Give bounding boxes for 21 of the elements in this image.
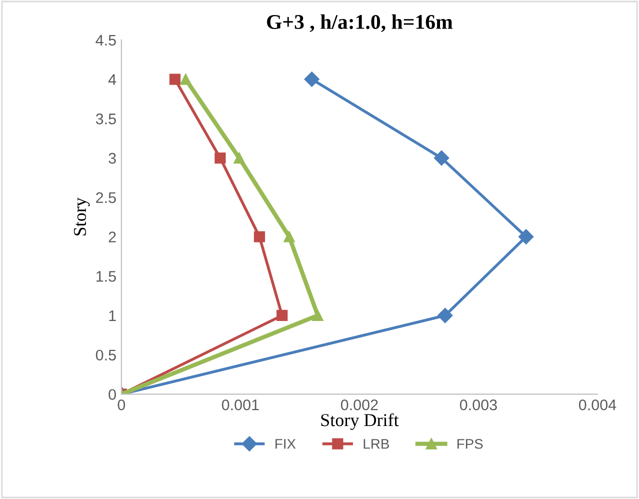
y-tick-label: 3 xyxy=(108,152,116,164)
y-tick-label: 4.5 xyxy=(96,34,116,46)
x-tick-label: 0.002 xyxy=(340,399,378,410)
y-tick-label: 3.5 xyxy=(96,114,116,124)
x-tick-label: 0.004 xyxy=(578,399,616,410)
x-tick-label: 0 xyxy=(118,399,126,410)
x-tick-label: 0.003 xyxy=(460,399,497,410)
legend-label: FIX xyxy=(276,439,296,449)
y-tick-label: 2 xyxy=(108,232,116,242)
y-tick-label: 0 xyxy=(108,389,116,400)
chart-title: G+3 , h/a:1.0, h=16m xyxy=(266,14,453,32)
legend-label: LRB xyxy=(364,439,389,449)
y-tick-label: 4 xyxy=(108,74,116,85)
x-axis-title: Story Drift xyxy=(321,413,399,430)
y-tick-label: 1 xyxy=(109,310,116,322)
x-tick-label: 0.001 xyxy=(222,399,259,410)
y-tick-label: 1.5 xyxy=(96,271,116,282)
y-tick-label: 2.5 xyxy=(96,192,116,204)
y-axis-title: Story xyxy=(74,198,90,236)
y-tick-label: 0.5 xyxy=(96,350,116,361)
legend-label: FPS xyxy=(457,438,483,449)
